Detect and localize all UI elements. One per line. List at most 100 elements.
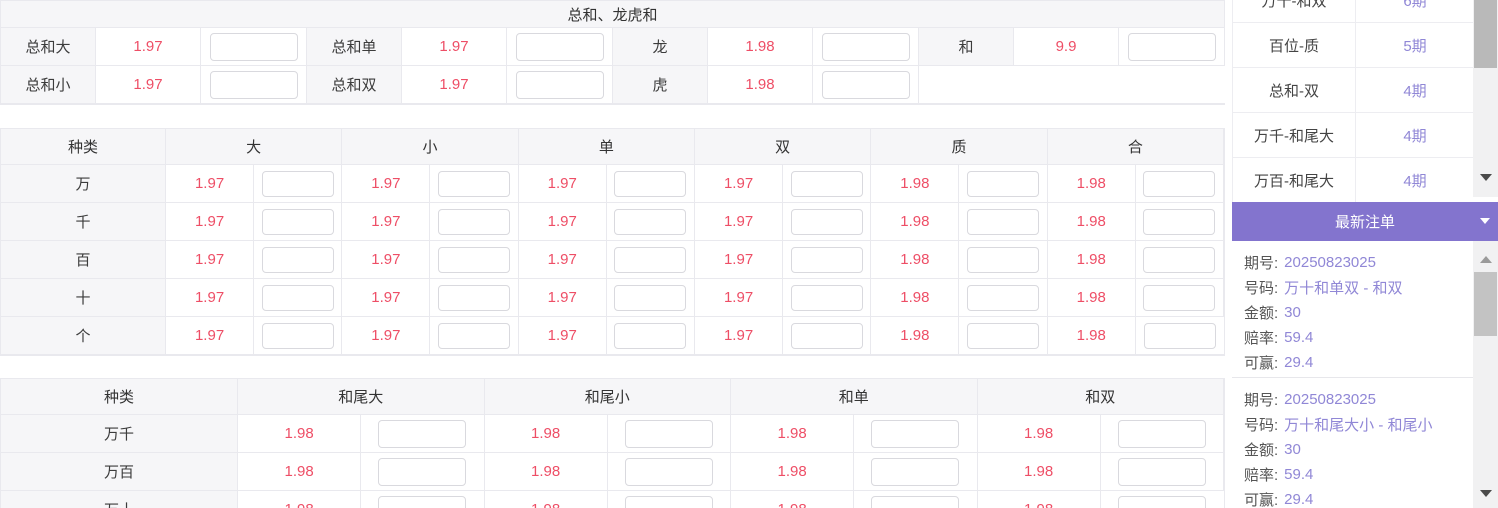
order-odds: 赔率: 59.4 bbox=[1244, 325, 1473, 350]
bet-amount-input[interactable] bbox=[1143, 208, 1216, 235]
column-header: 质 bbox=[871, 129, 1048, 165]
bet-amount-input[interactable] bbox=[438, 208, 511, 235]
bet-amount-input[interactable] bbox=[790, 208, 863, 235]
bet-amount-input[interactable] bbox=[614, 170, 687, 197]
bet-amount-input[interactable] bbox=[1143, 322, 1216, 349]
stat-row[interactable]: 百位-质 5期 bbox=[1233, 23, 1474, 68]
category-header: 种类 bbox=[1, 129, 166, 165]
stat-row[interactable]: 万百-和尾大 4期 bbox=[1233, 158, 1474, 202]
odds-value: 1.98 bbox=[1047, 317, 1136, 355]
bet-amount-input[interactable] bbox=[261, 322, 334, 349]
stat-row[interactable]: 总和-双 4期 bbox=[1233, 68, 1474, 113]
bet-amount-input[interactable] bbox=[624, 419, 713, 448]
bet-amount-input[interactable] bbox=[614, 284, 687, 311]
order-odds-value: 59.4 bbox=[1284, 329, 1314, 346]
bet-input-cell bbox=[959, 203, 1048, 241]
bet-amount-input[interactable] bbox=[378, 495, 467, 508]
bet-amount-input[interactable] bbox=[438, 284, 511, 311]
order-amount: 金额: 30 bbox=[1244, 437, 1473, 462]
bet-amount-input[interactable] bbox=[967, 246, 1040, 273]
bet-input-cell bbox=[813, 28, 919, 66]
bet-amount-input[interactable] bbox=[967, 284, 1040, 311]
bet-input-cell bbox=[959, 279, 1048, 317]
bet-amount-input[interactable] bbox=[261, 246, 334, 273]
bet-amount-input[interactable] bbox=[790, 322, 863, 349]
orders-scroll-down-icon[interactable] bbox=[1473, 483, 1498, 503]
bet-amount-input[interactable] bbox=[261, 170, 334, 197]
order-amount-label: 金额: bbox=[1244, 442, 1279, 459]
bet-amount-input[interactable] bbox=[1143, 284, 1216, 311]
bet-input-cell bbox=[606, 165, 695, 203]
position-label: 万十 bbox=[1, 491, 238, 508]
orders-scrollbar[interactable] bbox=[1473, 241, 1498, 508]
bet-amount-input[interactable] bbox=[790, 246, 863, 273]
bet-type-label: 总和小 bbox=[1, 66, 96, 104]
latest-orders-title: 最新注单 bbox=[1334, 214, 1395, 231]
bet-amount-input[interactable] bbox=[821, 70, 910, 99]
order-issue: 期号: 20250823025 bbox=[1244, 250, 1473, 275]
position-label: 万千 bbox=[1, 415, 238, 453]
bet-amount-input[interactable] bbox=[438, 322, 511, 349]
bet-amount-input[interactable] bbox=[1143, 246, 1216, 273]
bet-amount-input[interactable] bbox=[871, 495, 960, 508]
bet-amount-input[interactable] bbox=[821, 32, 910, 61]
order-issue-value: 20250823025 bbox=[1284, 391, 1376, 408]
bet-amount-input[interactable] bbox=[871, 419, 960, 448]
bet-amount-input[interactable] bbox=[261, 208, 334, 235]
bet-input-cell bbox=[1119, 28, 1225, 66]
bet-input-cell bbox=[1100, 415, 1224, 453]
bet-input-cell bbox=[430, 203, 519, 241]
bet-input-cell bbox=[854, 491, 978, 508]
order-win: 可赢: 29.4 bbox=[1244, 350, 1473, 375]
orders-scrollbar-thumb[interactable] bbox=[1474, 272, 1497, 336]
bet-amount-input[interactable] bbox=[1117, 457, 1206, 486]
collapse-arrow-icon[interactable] bbox=[1480, 218, 1490, 224]
column-header: 双 bbox=[694, 129, 872, 165]
latest-orders-header[interactable]: 最新注单 bbox=[1232, 202, 1498, 241]
bet-amount-input[interactable] bbox=[1127, 32, 1216, 61]
bet-amount-input[interactable] bbox=[871, 457, 960, 486]
bet-amount-input[interactable] bbox=[967, 322, 1040, 349]
bet-amount-input[interactable] bbox=[515, 70, 604, 99]
order-issue-value: 20250823025 bbox=[1284, 254, 1376, 271]
bet-amount-input[interactable] bbox=[967, 170, 1040, 197]
stat-row[interactable]: 万千-和尾大 4期 bbox=[1233, 113, 1474, 158]
bet-amount-input[interactable] bbox=[624, 457, 713, 486]
odds-value: 1.98 bbox=[731, 415, 855, 453]
bet-input-cell bbox=[783, 279, 872, 317]
bet-amount-input[interactable] bbox=[1117, 419, 1206, 448]
bet-amount-input[interactable] bbox=[438, 246, 511, 273]
bet-amount-input[interactable] bbox=[209, 70, 298, 99]
bet-amount-input[interactable] bbox=[967, 208, 1040, 235]
bet-amount-input[interactable] bbox=[1118, 495, 1207, 508]
odds-value: 1.97 bbox=[342, 203, 431, 241]
bet-amount-input[interactable] bbox=[378, 457, 467, 486]
stat-row[interactable]: 万十-和双 6期 bbox=[1233, 0, 1474, 23]
bet-amount-input[interactable] bbox=[790, 284, 863, 311]
bet-amount-input[interactable] bbox=[515, 32, 604, 61]
odds-value: 1.98 bbox=[871, 203, 960, 241]
stats-scroll-down-icon[interactable] bbox=[1473, 167, 1498, 187]
bet-amount-input[interactable] bbox=[614, 322, 687, 349]
bet-amount-input[interactable] bbox=[1143, 170, 1216, 197]
bet-amount-input[interactable] bbox=[438, 170, 511, 197]
bet-amount-input[interactable] bbox=[614, 246, 687, 273]
bet-amount-input[interactable] bbox=[378, 419, 467, 448]
odds-value: 1.97 bbox=[342, 279, 431, 317]
orders-scroll-up-icon[interactable] bbox=[1473, 249, 1498, 269]
bet-amount-input[interactable] bbox=[790, 170, 863, 197]
stats-scrollbar-thumb[interactable] bbox=[1474, 0, 1497, 68]
odds-value: 1.98 bbox=[708, 28, 813, 66]
bet-input-cell bbox=[959, 165, 1048, 203]
bet-amount-input[interactable] bbox=[614, 208, 687, 235]
bet-input-cell bbox=[813, 66, 919, 104]
stats-scrollbar[interactable] bbox=[1473, 0, 1498, 197]
stat-count: 4期 bbox=[1403, 172, 1427, 190]
sum-dragon-tiger-rows: 总和大 1.97 总和单 1.97 龙 1.98 和 9.9 总和小 1.97 总和双 1.97 虎 1.… bbox=[1, 28, 1225, 104]
bet-amount-input[interactable] bbox=[624, 495, 713, 508]
bet-amount-input[interactable] bbox=[261, 284, 334, 311]
odds-value: 1.97 bbox=[342, 317, 431, 355]
bet-amount-input[interactable] bbox=[209, 32, 298, 61]
odds-value: 1.98 bbox=[1047, 279, 1136, 317]
odds-value: 1.97 bbox=[402, 66, 507, 104]
